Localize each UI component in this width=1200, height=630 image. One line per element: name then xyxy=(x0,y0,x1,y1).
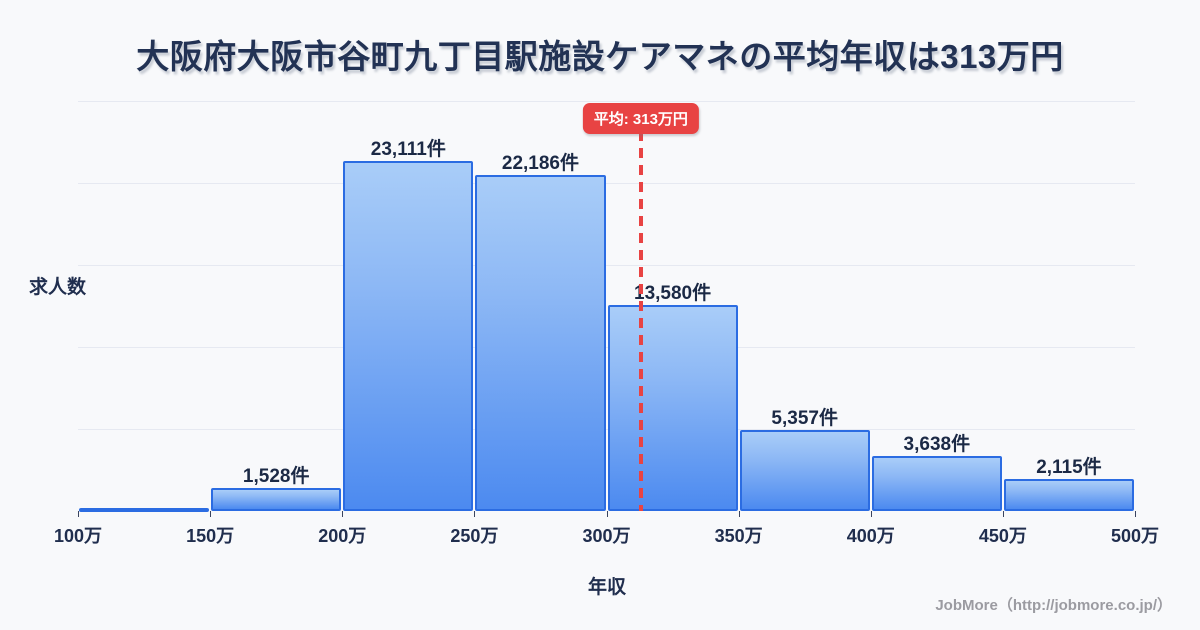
y-gridline xyxy=(78,265,1135,266)
x-axis-tick xyxy=(870,511,872,517)
x-axis-tick xyxy=(342,511,344,517)
x-axis-tick-label: 250万 xyxy=(450,526,499,546)
bar-400-450 xyxy=(871,456,1002,511)
average-badge: 平均: 313万円 xyxy=(582,103,699,134)
bar-100-150 xyxy=(79,508,210,512)
x-axis-tick-label: 150万 xyxy=(186,526,235,546)
x-axis-tick-label: 450万 xyxy=(978,526,1027,546)
y-gridline xyxy=(78,429,1135,430)
bar-value-label: 23,111件 xyxy=(370,139,446,160)
x-axis-tick-label: 200万 xyxy=(318,526,367,546)
bar-value-label: 3,638件 xyxy=(903,434,971,455)
bar-150-200 xyxy=(211,488,342,511)
x-axis-tick xyxy=(78,511,79,517)
x-axis-tick xyxy=(1135,511,1136,517)
x-axis-tick-label: 300万 xyxy=(582,526,631,546)
y-gridline xyxy=(78,347,1135,348)
bar-value-label: 1,528件 xyxy=(242,466,310,487)
bar-300-350 xyxy=(607,305,738,511)
x-axis-tick xyxy=(210,511,212,517)
chart-title: 大阪府大阪市谷町九丁目駅施設ケアマネの平均年収は313万円 xyxy=(136,38,1064,75)
x-axis-tick-label: 500万 xyxy=(1110,526,1160,546)
bar-200-250 xyxy=(343,161,474,511)
x-axis-tick-label: 100万 xyxy=(53,526,103,546)
x-axis-tick xyxy=(1002,511,1004,517)
x-axis-label: 年収 xyxy=(588,577,627,598)
bar-250-300 xyxy=(475,175,606,511)
x-axis-tick xyxy=(474,511,476,517)
y-gridline xyxy=(78,183,1135,184)
bar-value-label: 22,186件 xyxy=(501,153,579,174)
y-axis-label: 求人数 xyxy=(29,277,87,298)
bar-value-label: 5,357件 xyxy=(771,408,838,429)
bar-450-500 xyxy=(1003,479,1134,511)
average-line xyxy=(638,131,643,511)
y-gridline xyxy=(78,101,1135,102)
x-axis-tick-label: 400万 xyxy=(846,526,895,546)
bar-value-label: 13,580件 xyxy=(634,283,712,304)
bar-350-400 xyxy=(739,430,870,511)
source-credit: JobMore（http://jobmore.co.jp/） xyxy=(935,597,1172,614)
x-axis-tick xyxy=(738,511,740,517)
x-axis-tick xyxy=(606,511,608,517)
bar-value-label: 2,115件 xyxy=(1036,457,1102,478)
x-axis-tick-label: 350万 xyxy=(714,526,763,546)
